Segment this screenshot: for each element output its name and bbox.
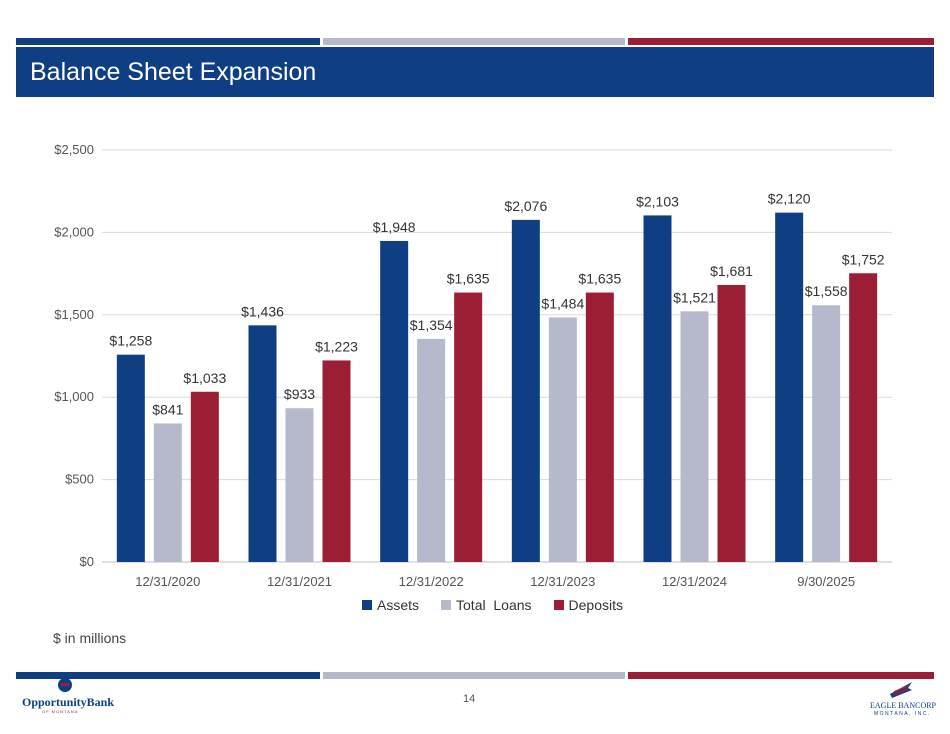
data-label-total-loans: $1,354 bbox=[410, 317, 453, 333]
header-stripe-navy bbox=[16, 38, 320, 45]
bar-total-loans bbox=[285, 408, 314, 562]
bar-assets bbox=[511, 219, 540, 563]
bar-deposits bbox=[454, 292, 483, 562]
bar-assets bbox=[380, 240, 409, 562]
bar-deposits bbox=[717, 284, 746, 562]
bar-deposits bbox=[190, 391, 219, 562]
y-tick-label: $500 bbox=[65, 472, 94, 487]
x-tick-label: 12/31/2021 bbox=[267, 574, 332, 589]
data-label-assets: $1,436 bbox=[241, 303, 284, 319]
bar-deposits bbox=[322, 360, 351, 562]
data-label-total-loans: $933 bbox=[284, 386, 315, 402]
units-note: $ in millions bbox=[53, 630, 127, 646]
bar-deposits bbox=[849, 273, 878, 562]
eagle-flag-icon bbox=[890, 682, 912, 698]
eagle-bancorp-logo-sub: MONTANA, INC. bbox=[874, 711, 931, 717]
header-stripe-gray bbox=[323, 38, 625, 45]
y-tick-label: $2,500 bbox=[54, 142, 94, 157]
page-number: 14 bbox=[463, 693, 476, 705]
x-tick-label: 12/31/2023 bbox=[530, 574, 595, 589]
data-label-deposits: $1,223 bbox=[315, 338, 358, 354]
data-label-deposits: $1,635 bbox=[447, 271, 490, 287]
opportunity-bank-logo-sub: OF MONTANA bbox=[42, 709, 79, 714]
y-tick-label: $1,500 bbox=[54, 307, 94, 322]
data-label-total-loans: $1,558 bbox=[805, 283, 848, 299]
bar-total-loans bbox=[417, 338, 446, 562]
legend-swatch-assets bbox=[362, 600, 372, 610]
bar-assets bbox=[643, 215, 672, 562]
data-label-deposits: $1,752 bbox=[842, 251, 885, 267]
y-tick-label: $0 bbox=[80, 554, 94, 569]
data-label-assets: $2,076 bbox=[504, 198, 547, 214]
footer-stripe-maroon bbox=[628, 672, 934, 679]
bar-total-loans bbox=[812, 305, 841, 562]
bar-total-loans bbox=[153, 423, 182, 562]
y-tick-label: $1,000 bbox=[54, 389, 94, 404]
header-stripe-maroon bbox=[628, 38, 934, 45]
legend-item-deposits: Deposits bbox=[553, 597, 623, 613]
legend-item-assets: Assets bbox=[362, 597, 419, 613]
chart-legend: Assets Total Loans Deposits bbox=[362, 597, 623, 613]
opportunity-bank-logo: OpportunityBank OF MONTANA bbox=[22, 678, 142, 718]
data-label-assets: $2,120 bbox=[768, 191, 811, 207]
eagle-bancorp-logo-name: EAGLE BANCORP bbox=[870, 701, 937, 710]
bar-assets bbox=[248, 325, 277, 562]
x-tick-label: 12/31/2020 bbox=[135, 574, 200, 589]
bar-deposits bbox=[585, 292, 614, 562]
legend-label-total-loans: Total Loans bbox=[456, 597, 532, 613]
data-label-assets: $2,103 bbox=[636, 193, 679, 209]
data-label-total-loans: $1,521 bbox=[673, 289, 716, 305]
bar-assets bbox=[116, 354, 145, 562]
legend-swatch-total-loans bbox=[441, 600, 452, 610]
bar-total-loans bbox=[680, 311, 709, 562]
data-label-deposits: $1,635 bbox=[578, 271, 621, 287]
data-label-total-loans: $1,484 bbox=[541, 295, 584, 311]
footer-stripe-navy bbox=[16, 672, 320, 679]
data-label-deposits: $1,681 bbox=[710, 263, 753, 279]
footer-stripe-gray bbox=[323, 672, 625, 679]
eagle-bancorp-logo: EAGLE BANCORP MONTANA, INC. bbox=[860, 678, 940, 722]
opportunity-bank-emblem-icon bbox=[58, 678, 72, 692]
legend-swatch-deposits bbox=[553, 600, 564, 610]
legend-label-assets: Assets bbox=[377, 597, 420, 613]
y-tick-label: $2,000 bbox=[54, 224, 94, 239]
data-label-deposits: $1,033 bbox=[183, 370, 226, 386]
x-tick-label: 9/30/2025 bbox=[797, 574, 855, 589]
bar-total-loans bbox=[548, 317, 577, 562]
data-label-total-loans: $841 bbox=[152, 401, 183, 417]
opportunity-bank-logo-name: OpportunityBank bbox=[22, 695, 115, 709]
data-label-assets: $1,948 bbox=[373, 219, 416, 235]
title-bar: Balance Sheet Expansion bbox=[16, 47, 934, 97]
slide-title: Balance Sheet Expansion bbox=[30, 58, 317, 86]
x-tick-label: 12/31/2022 bbox=[399, 574, 464, 589]
legend-item-total-loans: Total Loans bbox=[441, 597, 532, 613]
data-label-assets: $1,258 bbox=[109, 333, 152, 349]
bar-assets bbox=[775, 212, 804, 562]
x-tick-label: 12/31/2024 bbox=[662, 574, 727, 589]
legend-label-deposits: Deposits bbox=[568, 597, 623, 613]
